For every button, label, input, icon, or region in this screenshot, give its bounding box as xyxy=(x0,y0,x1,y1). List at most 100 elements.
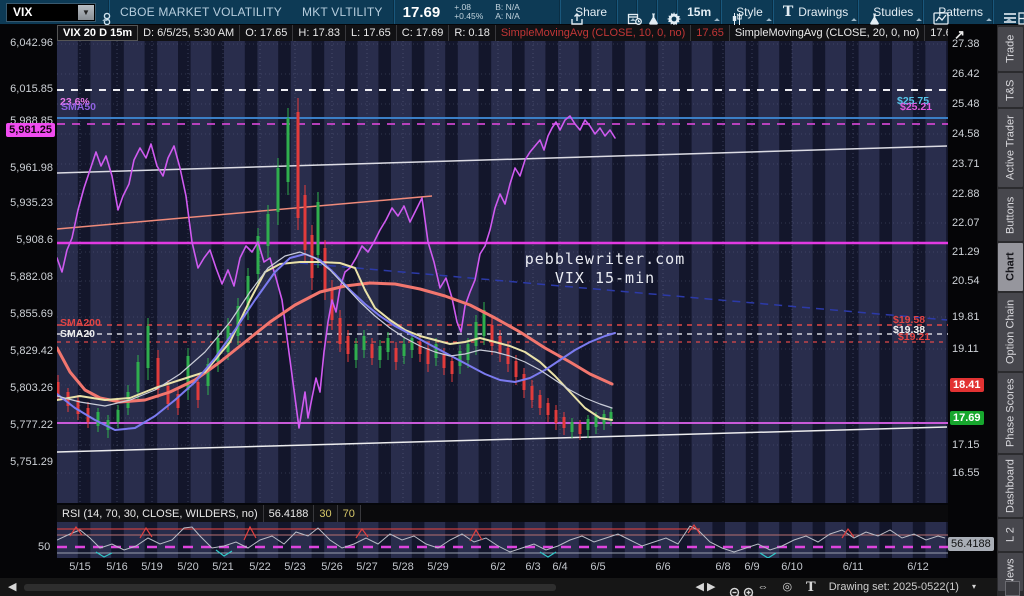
sidebar-tab-chart[interactable]: Chart xyxy=(998,243,1023,291)
session-stripe xyxy=(324,522,345,558)
rsi-pane-canvas[interactable] xyxy=(57,522,948,558)
session-stripe xyxy=(925,522,947,558)
rsi-oversold-chip: 30 xyxy=(314,505,338,522)
session-stripe xyxy=(457,522,479,558)
date-tick: 6/10 xyxy=(781,561,803,573)
right-axis-tick: 21.29 xyxy=(952,246,980,258)
toolbar-divider xyxy=(392,0,395,24)
chart-title-chip[interactable]: VIX 20 D 15m xyxy=(57,25,139,41)
time-axis[interactable]: 5/15 5/16 5/19 5/20 5/21 5/22 5/23 5/26 5/27 5/28… xyxy=(0,558,997,578)
sidebar-tab-option-chain[interactable]: Option Chain xyxy=(998,293,1023,371)
candle-body xyxy=(136,362,140,392)
rsi-red-spike xyxy=(687,523,701,535)
studies-button[interactable]: Studies xyxy=(859,0,923,25)
drawing-set-label[interactable]: Drawing set: 2025-0522(1) xyxy=(828,581,959,593)
candle-body xyxy=(386,338,390,352)
tools-flask-button[interactable] xyxy=(638,0,658,25)
study-label-chip-0[interactable]: SimpleMovingAvg (CLOSE, 10, 0, no) xyxy=(495,25,692,41)
calendar-button[interactable] xyxy=(618,0,643,25)
drawings-button[interactable]: T Drawings xyxy=(774,0,858,24)
symbol-input[interactable]: VIX ▼ xyxy=(6,2,96,22)
timeframe-button[interactable]: 15m xyxy=(678,0,720,24)
bottom-corner-icon[interactable] xyxy=(1005,581,1020,596)
main-chart-canvas[interactable] xyxy=(57,25,948,503)
candle-body xyxy=(246,276,250,310)
candle-body xyxy=(450,361,454,374)
text-tool-icon[interactable]: T xyxy=(806,579,816,595)
symbol-dropdown-icon[interactable]: ▼ xyxy=(78,4,94,20)
session-stripe xyxy=(157,522,178,558)
session-stripe xyxy=(925,25,947,503)
session-stripe xyxy=(257,25,279,503)
session-stripe xyxy=(457,25,479,503)
session-stripe xyxy=(524,25,546,503)
grid-layout-button[interactable] xyxy=(1012,0,1024,25)
trendline xyxy=(57,195,433,230)
patterns-button[interactable]: Patterns xyxy=(924,0,992,25)
share-button[interactable]: Share xyxy=(561,0,616,25)
candle-body xyxy=(490,325,494,346)
left-axis-tick: 5,855.69 xyxy=(10,308,53,320)
chart-header-row: VIX 20 D 15m D: 6/5/25, 5:30 AM O: 17.65… xyxy=(57,25,948,41)
chart-level-label: SMA200 xyxy=(60,317,101,329)
panel-expand-icon[interactable]: ↗ xyxy=(954,27,965,42)
date-tick: 5/29 xyxy=(427,561,449,573)
toolbar-divider xyxy=(616,0,619,24)
session-stripe xyxy=(290,25,312,503)
session-stripe xyxy=(658,25,679,503)
trendline xyxy=(57,426,948,453)
sidebar-tab-buttons[interactable]: Buttons xyxy=(998,189,1023,241)
symbol-value[interactable]: VIX xyxy=(13,5,33,19)
time-scrollbar[interactable] xyxy=(24,584,556,591)
sidebar-tab-dashboard[interactable]: Dashboard xyxy=(998,455,1023,517)
candle-body xyxy=(434,344,438,358)
toolbar-divider xyxy=(922,0,925,24)
right-price-axis[interactable]: ↗ 27.38 26.42 25.48 24.58 23.71 22.88 22.07 21.… xyxy=(948,25,997,578)
sidebar-tab-active-trader[interactable]: Active Trader xyxy=(998,109,1023,187)
candle-body xyxy=(410,338,414,350)
toolbar-divider xyxy=(992,0,994,24)
rsi-label-chip[interactable]: RSI (14, 70, 30, CLOSE, WILDERS, no) xyxy=(57,505,264,522)
rsi-cyan-dip xyxy=(95,551,113,558)
settings-button[interactable] xyxy=(658,0,682,26)
left-axis-tick: 5,777.22 xyxy=(10,419,53,431)
candle-body xyxy=(530,386,534,400)
right-axis-tick: 17.15 xyxy=(952,439,980,451)
candle-body xyxy=(338,318,342,344)
right-axis-tick: 26.42 xyxy=(952,68,980,80)
candle-body xyxy=(458,351,462,366)
chart-level-label: $25.21 xyxy=(900,101,933,113)
date-tick: 6/5 xyxy=(590,561,606,573)
left-axis-tick: 6,042.96 xyxy=(10,37,53,49)
candle-body xyxy=(186,356,190,390)
chart-range-chip: R: 0.18 xyxy=(449,25,496,41)
left-axis-tick: 6,015.85 xyxy=(10,83,53,95)
left-axis-price-badge: 5,981.25 xyxy=(6,123,55,137)
link-symbol-button[interactable] xyxy=(96,0,111,26)
session-stripe xyxy=(491,522,512,558)
chart-menu-button[interactable] xyxy=(994,0,1016,24)
study-label-chip-1[interactable]: SimpleMovingAvg (CLOSE, 20, 0, no) xyxy=(729,25,926,41)
sidebar-tab-phase-scores[interactable]: Phase Scores xyxy=(998,373,1023,453)
session-stripe xyxy=(157,25,178,503)
rsi-red-spike xyxy=(243,525,257,541)
rsi-cyan-dip xyxy=(539,551,557,558)
sma-blue-line xyxy=(57,253,616,431)
candle-body xyxy=(609,412,613,420)
chart-level-label: $25.75 xyxy=(897,95,930,107)
sidebar-tab-trade[interactable]: Trade xyxy=(998,27,1023,71)
sidebar-tab-t-s[interactable]: T&S xyxy=(998,73,1023,107)
right-axis-tick: 19.11 xyxy=(952,343,979,355)
date-tick: 6/2 xyxy=(490,561,506,573)
left-axis-tick: 5,935.23 xyxy=(10,197,53,209)
sidebar-tab-l-2[interactable]: L 2 xyxy=(998,519,1023,551)
candle-body xyxy=(146,326,150,368)
candle-body xyxy=(156,358,160,390)
studies-label: Studies xyxy=(873,5,914,19)
candle-body xyxy=(394,348,398,362)
ask-value: A: N/A xyxy=(495,11,520,21)
study-value-chip-1: 17.6 xyxy=(925,25,948,41)
left-price-axis[interactable]: 6,042.96 6,015.85 5,988.85 5,961.98 5,935.23… xyxy=(0,25,56,578)
style-button[interactable]: Style xyxy=(722,0,772,25)
date-tick: 5/16 xyxy=(106,561,128,573)
